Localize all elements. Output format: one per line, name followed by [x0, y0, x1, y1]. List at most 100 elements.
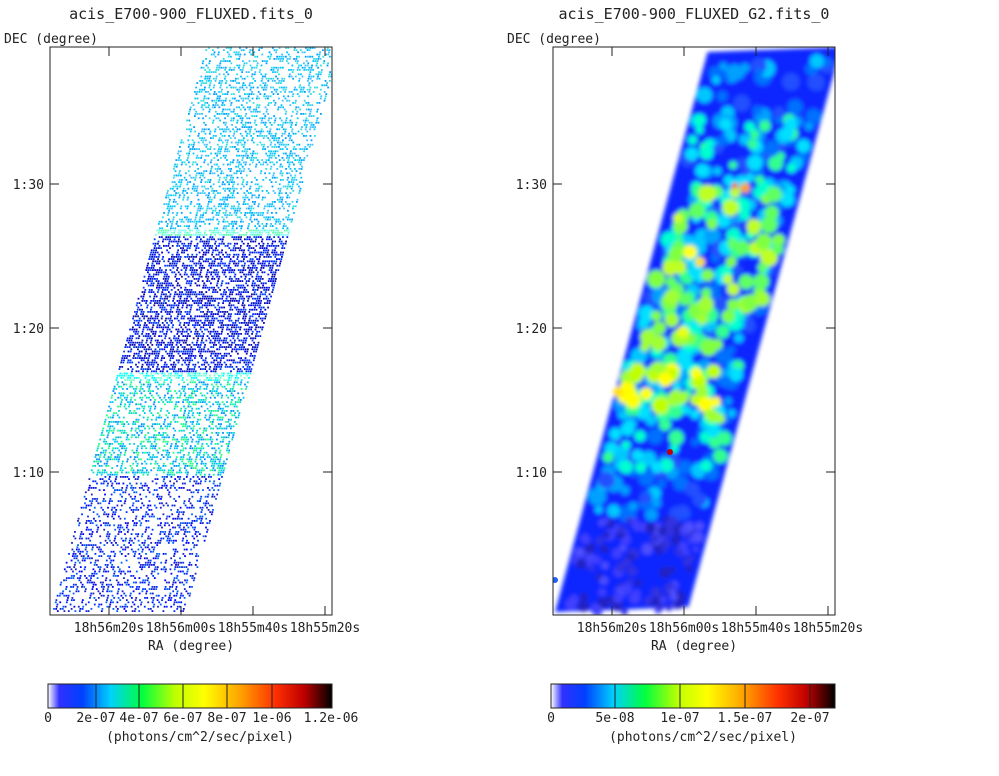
- left-data-pixel: [274, 256, 277, 258]
- left-data-pixel: [149, 407, 152, 410]
- left-data-pixel: [257, 220, 260, 223]
- left-data-pixel: [205, 260, 207, 263]
- left-data-pixel: [112, 414, 115, 417]
- left-data-pixel: [177, 295, 180, 298]
- left-data-pixel: [126, 361, 129, 364]
- left-data-pixel: [137, 346, 140, 348]
- left-data-pixel: [214, 363, 217, 366]
- left-data-pixel: [253, 236, 256, 238]
- left-data-pixel: [222, 238, 224, 241]
- left-data-pixel: [299, 163, 302, 166]
- left-data-pixel: [133, 377, 136, 379]
- left-data-pixel: [160, 335, 163, 337]
- left-data-pixel: [160, 341, 163, 344]
- left-data-pixel: [238, 203, 240, 205]
- left-data-pixel: [271, 249, 274, 252]
- left-data-pixel: [108, 445, 111, 447]
- left-data-pixel: [206, 205, 209, 208]
- left-data-pixel: [150, 394, 153, 397]
- left-data-pixel: [237, 278, 240, 280]
- left-data-pixel: [202, 286, 204, 289]
- left-data-pixel: [194, 333, 196, 335]
- left-data-pixel: [310, 75, 313, 78]
- left-data-pixel: [226, 366, 229, 368]
- left-data-pixel: [166, 330, 168, 333]
- left-data-pixel: [232, 86, 235, 89]
- left-data-pixel: [183, 330, 186, 333]
- left-data-pixel: [130, 348, 133, 351]
- left-data-pixel: [147, 269, 150, 271]
- left-data-pixel: [211, 383, 213, 386]
- left-data-pixel: [209, 218, 212, 221]
- left-data-pixel: [254, 319, 257, 322]
- left-data-pixel: [247, 372, 249, 375]
- left-data-pixel: [241, 297, 243, 300]
- left-data-pixel: [248, 108, 251, 111]
- left-data-pixel: [186, 119, 188, 122]
- left-data-pixel: [240, 260, 242, 263]
- left-data-pixel: [220, 84, 222, 87]
- left-data-pixel: [224, 157, 227, 159]
- left-data-pixel: [178, 196, 181, 199]
- left-data-pixel: [143, 293, 145, 296]
- left-data-pixel: [308, 121, 311, 124]
- left-data-pixel: [300, 128, 303, 131]
- left-data-pixel: [147, 344, 149, 346]
- left-data-pixel: [165, 194, 168, 197]
- left-data-pixel: [263, 216, 265, 219]
- left-data-pixel: [205, 403, 208, 406]
- left-data-pixel: [242, 196, 244, 199]
- left-data-pixel: [182, 247, 184, 249]
- left-data-pixel: [178, 335, 180, 337]
- left-data-pixel: [215, 383, 218, 386]
- left-data-pixel: [196, 187, 198, 190]
- left-data-pixel: [267, 113, 269, 115]
- left-data-pixel: [214, 234, 217, 236]
- left-data-pixel: [236, 176, 239, 179]
- left-data-pixel: [217, 262, 220, 265]
- left-data-pixel: [227, 443, 230, 445]
- left-data-pixel: [236, 306, 239, 309]
- left-data-pixel: [280, 82, 282, 84]
- left-data-pixel: [165, 284, 168, 287]
- left-data-pixel: [199, 113, 201, 115]
- left-data-pixel: [213, 414, 216, 417]
- left-data-pixel: [231, 229, 233, 232]
- left-data-pixel: [173, 286, 176, 289]
- left-data-pixel: [294, 108, 297, 111]
- left-data-pixel: [145, 447, 148, 450]
- left-data-pixel: [150, 418, 153, 421]
- left-data-pixel: [203, 234, 206, 236]
- left-data-pixel: [281, 253, 284, 256]
- left-data-pixel: [213, 335, 215, 337]
- left-data-pixel: [210, 168, 213, 170]
- left-data-pixel: [206, 385, 208, 388]
- left-data-pixel: [166, 223, 169, 225]
- left-data-pixel: [224, 198, 226, 201]
- left-data-pixel: [174, 194, 177, 197]
- left-data-pixel: [172, 260, 174, 263]
- left-data-pixel: [109, 407, 112, 410]
- left-data-pixel: [192, 427, 195, 430]
- left-data-pixel: [182, 220, 185, 223]
- left-data-pixel: [182, 425, 184, 428]
- left-data-pixel: [216, 291, 219, 293]
- left-data-pixel: [309, 135, 312, 137]
- left-data-pixel: [232, 289, 235, 291]
- left-data-pixel: [252, 319, 255, 322]
- left-data-pixel: [165, 436, 168, 439]
- left-data-pixel: [154, 339, 157, 342]
- left-data-pixel: [153, 370, 155, 373]
- left-data-pixel: [196, 154, 199, 157]
- left-data-pixel: [295, 58, 298, 60]
- left-data-pixel: [307, 55, 309, 58]
- left-data-pixel: [151, 328, 153, 331]
- left-data-pixel: [177, 234, 179, 236]
- left-data-pixel: [214, 194, 216, 197]
- left-data-pixel: [135, 315, 137, 318]
- left-data-pixel: [198, 203, 201, 205]
- left-data-pixel: [240, 154, 243, 157]
- left-data-pixel: [144, 394, 147, 397]
- left-data-pixel: [270, 86, 272, 89]
- left-data-pixel: [204, 75, 207, 78]
